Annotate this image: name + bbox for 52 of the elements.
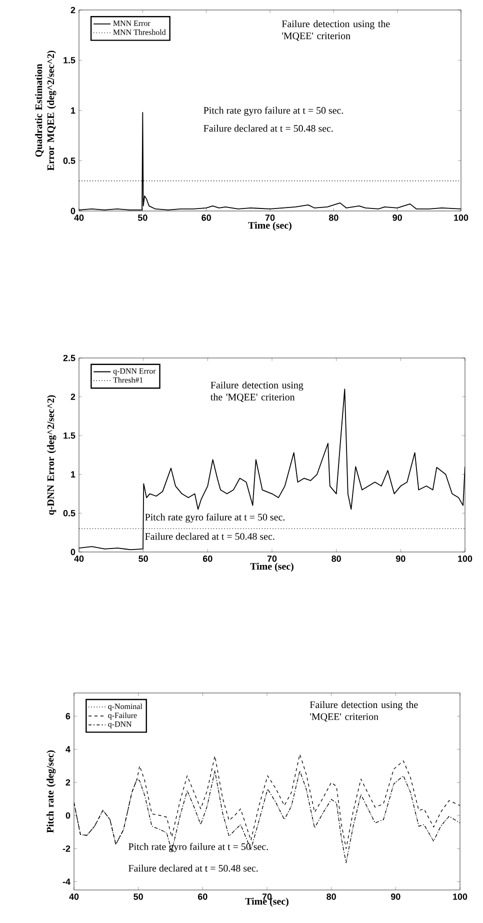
annotation: Failure detection using the 'MQEE' criterion	[282, 20, 390, 41]
annotation: Failure declared at t = 50.48 sec.	[128, 864, 258, 872]
x-tick-label: 80	[332, 556, 341, 562]
y-tick-label: 0.5	[63, 158, 76, 164]
x-tick-label: 70	[267, 556, 277, 562]
x-tick-label: 50	[134, 894, 143, 900]
y-tick-label: -2	[62, 845, 70, 852]
y-tick-label: 1.5	[64, 432, 76, 439]
x-tick-label: 60	[203, 556, 212, 562]
y-axis-title: Quadratic Estimation Error MQEE (deg^2/sec^2)	[35, 50, 56, 171]
x-tick-label: 80	[326, 894, 336, 900]
x-tick-label: 40	[69, 894, 79, 900]
annotation: Failure declared at t = 50.48 sec.	[204, 124, 333, 132]
y-tick-label: 2	[70, 394, 76, 400]
x-axis-title: Time (sec)	[250, 562, 294, 572]
y-tick-label: -4	[62, 878, 70, 885]
x-tick-label: 40	[74, 214, 84, 221]
annotation: Failure detection using the 'MQEE' criterion	[310, 701, 418, 722]
y-tick-label: 2	[70, 6, 76, 14]
y-tick-label: 0	[70, 548, 76, 556]
annotation: Failure detection using the 'MQEE' criterion	[210, 381, 304, 402]
x-tick-label: 70	[265, 214, 275, 221]
x-tick-label: 60	[198, 894, 208, 900]
y-tick-label: 1.5	[64, 57, 76, 64]
annotation: Pitch rate gyro failure at t = 50 sec.	[128, 842, 268, 852]
x-tick-label: 100	[458, 556, 472, 562]
x-tick-label: 50	[138, 556, 148, 562]
annotation: Pitch rate gyro failure at t = 50 sec.	[204, 106, 344, 116]
y-tick-label: 1	[71, 471, 76, 478]
x-tick-label: 70	[262, 894, 272, 900]
y-tick-label: 2.5	[63, 354, 76, 362]
y-tick-label: 0.5	[63, 510, 76, 516]
y-axis-title: q-DNN Error (deg^2/sec^2)	[47, 395, 56, 515]
annotation: Failure declared at t = 50.48 sec.	[145, 532, 274, 540]
x-tick-label: 100	[453, 894, 468, 900]
y-tick-label: 4	[66, 746, 70, 752]
x-tick-label: 90	[390, 894, 400, 900]
x-tick-label: 90	[392, 214, 402, 221]
x-tick-label: 40	[74, 556, 84, 562]
annotation: Pitch rate gyro failure at t = 50 sec.	[145, 513, 285, 523]
y-tick-label: 6	[66, 712, 70, 720]
x-tick-label: 50	[138, 214, 148, 221]
y-tick-label: 0	[66, 812, 70, 819]
x-axis-title: Time (sec)	[248, 222, 292, 231]
y-axis-title: Pitch rate (deg/sec)	[46, 750, 56, 833]
x-tick-label: 80	[328, 214, 338, 221]
y-tick-label: 1	[71, 107, 76, 114]
x-tick-label: 90	[396, 556, 406, 562]
y-tick-label: 2	[66, 779, 70, 786]
y-tick-label: 0	[70, 208, 76, 214]
x-tick-label: 100	[454, 214, 468, 221]
x-tick-label: 60	[202, 214, 211, 221]
